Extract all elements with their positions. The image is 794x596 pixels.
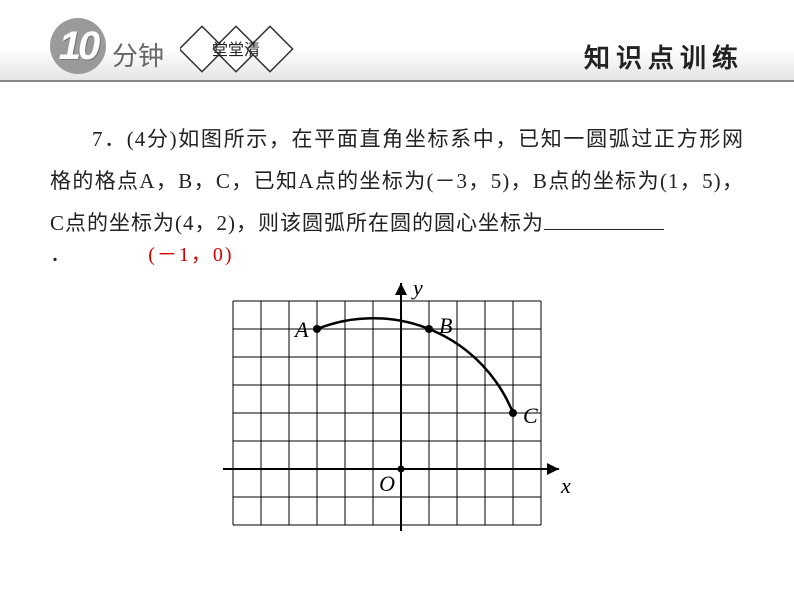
svg-text:O: O [379, 471, 395, 496]
question-text: 7．(4分)如图所示，在平面直角坐标系中，已知一圆弧过正方形网格的格点A，B，C… [50, 118, 744, 244]
badge-10: 10 [50, 18, 120, 74]
minutes-label: 分钟 [112, 36, 164, 73]
question-suffix: ． [50, 242, 72, 266]
answer-blank [544, 205, 664, 230]
svg-text:A: A [293, 317, 309, 342]
diamond-badges: 堂堂清 [180, 24, 320, 74]
diamond-text: 堂堂清 [212, 41, 260, 59]
svg-text:C: C [523, 403, 538, 428]
svg-text:B: B [439, 313, 452, 338]
question-suffix-line: ． (－1，0) [50, 244, 744, 265]
answer-text: (－1，0) [148, 244, 233, 266]
chart-container: x y O A B C [50, 271, 744, 555]
badge-number: 10 [59, 24, 98, 69]
content-area: 7．(4分)如图所示，在平面直角坐标系中，已知一圆弧过正方形网格的格点A，B，C… [0, 82, 794, 555]
badge-circle: 10 [50, 18, 106, 74]
header-bar: 10 分钟 堂堂清 知识点训练 [0, 0, 794, 82]
svg-text:x: x [560, 473, 571, 498]
page-title: 知识点训练 [584, 38, 744, 75]
coordinate-grid-chart: x y O A B C [203, 271, 591, 555]
svg-text:y: y [411, 275, 423, 300]
